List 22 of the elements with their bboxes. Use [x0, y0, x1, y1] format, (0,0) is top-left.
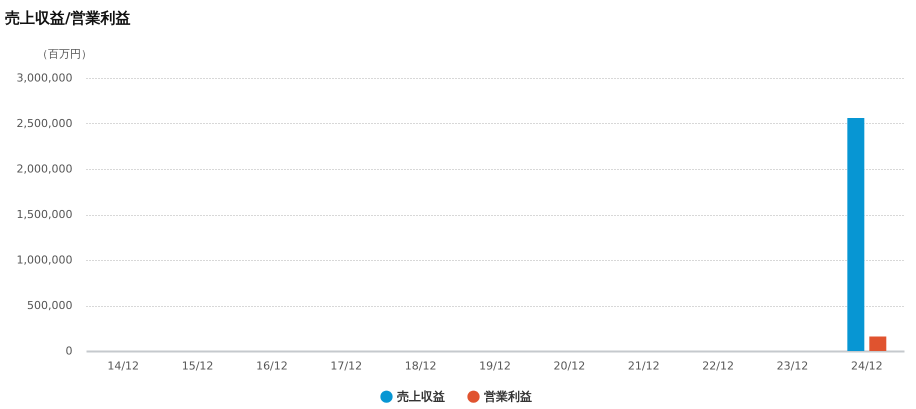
y-axis-title: （百万円） [37, 48, 92, 60]
y-tick-label: 1,500,000 [16, 208, 72, 221]
x-tick-label: 20/12 [554, 360, 586, 372]
x-tick-label: 18/12 [404, 360, 436, 372]
y-tick-label: 1,000,000 [16, 254, 72, 266]
x-tick-label: 16/12 [256, 360, 288, 372]
x-tick-label: 15/12 [182, 360, 214, 372]
x-tick-label: 22/12 [702, 360, 734, 372]
x-tick-label: 17/12 [330, 360, 362, 372]
legend-label: 営業利益 [484, 390, 532, 404]
x-tick-label: 19/12 [479, 360, 511, 372]
y-tick-label: 0 [66, 344, 72, 358]
y-tick-label: 2,000,000 [16, 162, 72, 176]
x-tick-label: 23/12 [776, 360, 808, 372]
x-tick-label: 14/12 [107, 360, 140, 372]
x-tick-label: 24/12 [850, 360, 883, 372]
legend-label: 売上収益 [397, 390, 445, 404]
chart-title: 売上収益/営業利益 [5, 9, 130, 27]
y-tick-label: 2,500,000 [16, 117, 72, 130]
x-tick-label: 21/12 [628, 360, 660, 372]
y-tick-label: 500,000 [27, 299, 72, 312]
y-tick-label: 3,000,000 [16, 72, 72, 84]
